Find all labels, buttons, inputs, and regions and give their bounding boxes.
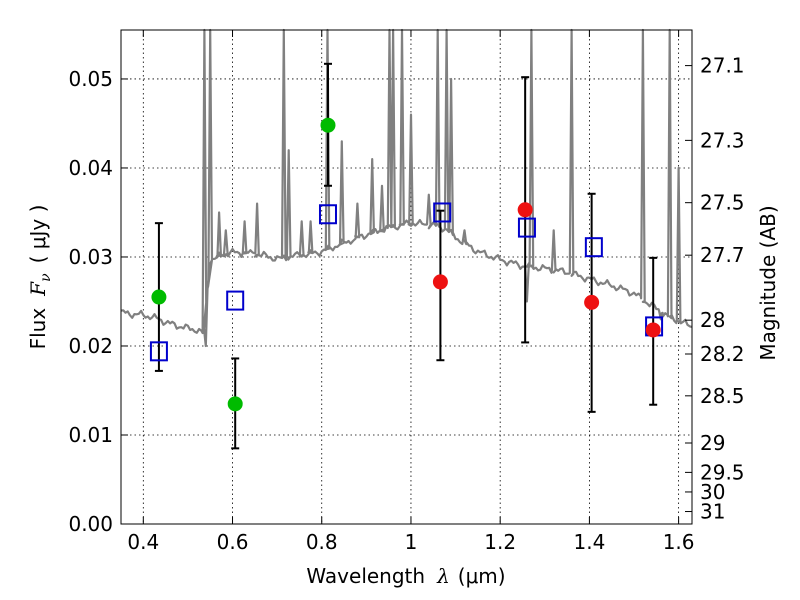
model-photometry-square xyxy=(584,237,603,258)
model-photometry-square xyxy=(149,341,168,362)
right-tick-label: 27.1 xyxy=(700,54,745,78)
right-tick-label: 27.3 xyxy=(700,128,745,152)
model-photometry-square xyxy=(226,290,245,311)
right-tick-label: 29 xyxy=(700,431,725,455)
plot-frame xyxy=(120,29,693,525)
x-tick-label: 1 xyxy=(405,530,418,554)
y-tick-label: 0.01 xyxy=(68,423,113,447)
model-spectrum xyxy=(120,28,693,348)
low-significance-point xyxy=(517,202,533,218)
x-tick-label: 1.2 xyxy=(484,530,516,554)
y-tick-label: 0.03 xyxy=(68,245,113,269)
y-axis-label: FluxFν( μJy ) xyxy=(26,205,54,350)
right-tick-label: 27.7 xyxy=(700,243,745,267)
plot-area xyxy=(121,30,692,524)
right-axis-label: Magnitude (AB) xyxy=(756,205,780,360)
y-tick-label: 0.00 xyxy=(68,512,113,536)
right-tick-label: 28 xyxy=(700,308,725,332)
model-photometry-square xyxy=(318,204,337,225)
model-spectrum-line xyxy=(120,28,693,348)
y-tick-label: 0.04 xyxy=(68,156,113,180)
right-tick-label: 27.5 xyxy=(700,191,745,215)
right-tick-label: 31 xyxy=(700,500,725,524)
right-tick-label: 29.5 xyxy=(700,460,745,484)
right-tick-label: 28.2 xyxy=(700,342,745,366)
low-significance-point xyxy=(432,274,448,290)
axis-ticks: 0.4 0.6 0.8 1 1.2 1.4 1.6 0.00 0.01 0.02 0.03 0.04 0… xyxy=(68,30,745,554)
y-tick-label: 0.02 xyxy=(68,334,113,358)
x-tick-label: 0.4 xyxy=(127,530,159,554)
observed-photometry xyxy=(151,117,661,412)
x-tick-label: 1.4 xyxy=(573,530,605,554)
model-photometry-square xyxy=(433,202,452,223)
low-significance-point xyxy=(645,322,661,338)
right-tick-label: 30 xyxy=(700,480,725,504)
detection-point xyxy=(320,117,336,133)
errorbars xyxy=(154,62,658,450)
x-tick-label: 0.8 xyxy=(306,530,338,554)
x-tick-label: 1.6 xyxy=(663,530,695,554)
x-axis-label: Wavelength λ (μm) xyxy=(306,564,505,588)
low-significance-point xyxy=(584,294,600,310)
detection-point xyxy=(151,289,167,305)
detection-point xyxy=(227,396,243,412)
x-tick-label: 0.6 xyxy=(217,530,249,554)
right-tick-label: 28.5 xyxy=(700,384,745,408)
model-photometry xyxy=(149,202,664,362)
y-tick-label: 0.05 xyxy=(68,67,113,91)
model-photometry-square xyxy=(517,217,536,238)
